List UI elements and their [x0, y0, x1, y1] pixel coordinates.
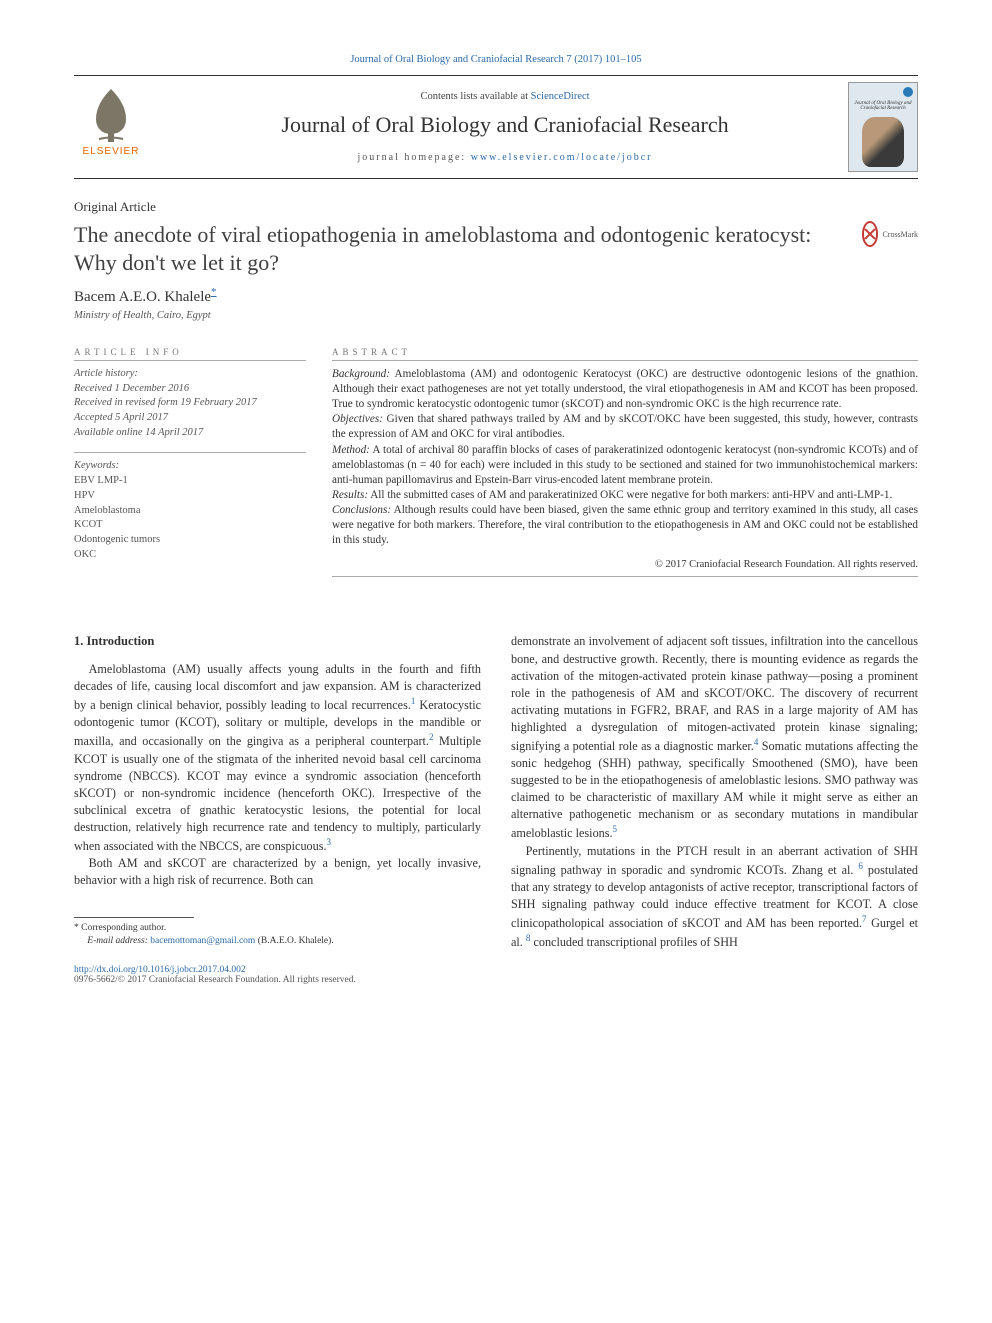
history-online: Available online 14 April 2017 — [74, 427, 203, 438]
homepage-link[interactable]: www.elsevier.com/locate/jobcr — [471, 152, 653, 163]
abs-objectives-label: Objectives: — [332, 413, 383, 425]
ref-link[interactable]: 5 — [613, 824, 618, 834]
intro-para-2: Both AM and sKCOT are characterized by a… — [74, 855, 481, 889]
homepage-line: journal homepage: www.elsevier.com/locat… — [162, 152, 848, 163]
abs-conclusions: Although results could have been biased,… — [332, 504, 918, 546]
keyword: Ameloblastoma — [74, 505, 141, 516]
abs-method-label: Method: — [332, 444, 370, 456]
author-line: Bacem A.E.O. Khalele* — [74, 286, 918, 306]
body-columns: 1. Introduction Ameloblastoma (AM) usual… — [74, 633, 918, 951]
affiliation: Ministry of Health, Cairo, Egypt — [74, 310, 918, 321]
cover-title: Journal of Oral Biology and Craniofacial… — [853, 101, 913, 111]
issn-line: 0976-5662/© 2017 Craniofacial Research F… — [74, 975, 356, 985]
elsevier-logo[interactable]: ELSEVIER — [74, 84, 148, 170]
page-bottom: http://dx.doi.org/10.1016/j.jobcr.2017.0… — [74, 965, 918, 985]
article-history: Article history: Received 1 December 201… — [74, 367, 306, 440]
keywords-header: Keywords: — [74, 460, 119, 471]
email-link[interactable]: bacemottoman@gmail.com — [150, 936, 255, 946]
email-suffix: (B.A.E.O. Khalele). — [255, 936, 333, 946]
body-col-right: demonstrate an involvement of adjacent s… — [511, 633, 918, 951]
abs-results-label: Results: — [332, 489, 368, 501]
elsevier-wordmark: ELSEVIER — [83, 146, 140, 157]
history-header: Article history: — [74, 368, 138, 379]
article-title: The anecdote of viral etiopathogenia in … — [74, 221, 844, 276]
elsevier-tree-icon — [81, 84, 141, 144]
journal-name: Journal of Oral Biology and Craniofacial… — [162, 112, 848, 138]
text-run: concluded transcriptional profiles of SH… — [530, 935, 737, 949]
contents-line: Contents lists available at ScienceDirec… — [162, 91, 848, 102]
header-center: Contents lists available at ScienceDirec… — [162, 91, 848, 163]
text-run: Somatic mutations affecting the sonic he… — [511, 739, 918, 840]
crossmark-icon — [862, 221, 878, 247]
abstract-bottom-rule — [332, 576, 918, 577]
keyword: HPV — [74, 490, 95, 501]
abs-method: A total of archival 80 paraffin blocks o… — [332, 444, 918, 486]
journal-cover-thumbnail[interactable]: Journal of Oral Biology and Craniofacial… — [848, 82, 918, 172]
text-run: Multiple KCOT is usually one of the stig… — [74, 734, 481, 853]
keyword: KCOT — [74, 519, 103, 530]
abstract-copyright: © 2017 Craniofacial Research Foundation.… — [332, 558, 918, 572]
abstract-label: ABSTRACT — [332, 347, 918, 361]
history-accepted: Accepted 5 April 2017 — [74, 412, 168, 423]
corresponding-author-mark[interactable]: * — [211, 286, 217, 298]
intro-para-4: Pertinently, mutations in the PTCH resul… — [511, 843, 918, 952]
text-run: Pertinently, mutations in the PTCH resul… — [511, 844, 918, 877]
keyword: Odontogenic tumors — [74, 534, 160, 545]
abstract-body: Background: Ameloblastoma (AM) and odont… — [332, 367, 918, 572]
text-run: demonstrate an involvement of adjacent s… — [511, 634, 918, 753]
article-type: Original Article — [74, 199, 918, 215]
history-revised: Received in revised form 19 February 201… — [74, 397, 257, 408]
author-name: Bacem A.E.O. Khalele — [74, 289, 211, 305]
corresponding-note: * Corresponding author. — [74, 922, 481, 934]
intro-para-3: demonstrate an involvement of adjacent s… — [511, 633, 918, 842]
info-divider — [74, 452, 306, 453]
email-line: E-mail address: bacemottoman@gmail.com (… — [74, 935, 481, 947]
abs-background: Ameloblastoma (AM) and odontogenic Kerat… — [332, 368, 918, 410]
keywords-block: Keywords: EBV LMP-1 HPV Ameloblastoma KC… — [74, 459, 306, 562]
history-received: Received 1 December 2016 — [74, 383, 189, 394]
footnotes: * Corresponding author. E-mail address: … — [74, 922, 481, 947]
intro-para-1: Ameloblastoma (AM) usually affects young… — [74, 661, 481, 855]
cover-dot-icon — [903, 87, 913, 97]
abs-objectives: Given that shared pathways trailed by AM… — [332, 413, 918, 440]
abs-conclusions-label: Conclusions: — [332, 504, 391, 516]
crossmark-badge[interactable]: CrossMark — [862, 221, 918, 247]
keyword: OKC — [74, 549, 96, 560]
footnote-separator — [74, 917, 194, 918]
body-col-left: 1. Introduction Ameloblastoma (AM) usual… — [74, 633, 481, 951]
contents-prefix: Contents lists available at — [420, 91, 530, 102]
section-heading: 1. Introduction — [74, 633, 481, 651]
crossmark-label: CrossMark — [882, 230, 918, 239]
doi-link[interactable]: http://dx.doi.org/10.1016/j.jobcr.2017.0… — [74, 965, 246, 975]
top-citation[interactable]: Journal of Oral Biology and Craniofacial… — [74, 54, 918, 65]
abs-background-label: Background: — [332, 368, 390, 380]
homepage-prefix: journal homepage: — [358, 152, 471, 163]
article-info-column: ARTICLE INFO Article history: Received 1… — [74, 347, 306, 577]
sciencedirect-link[interactable]: ScienceDirect — [531, 91, 590, 102]
cover-image-icon — [862, 117, 904, 167]
abs-results: All the submitted cases of AM and parake… — [368, 489, 892, 501]
ref-link[interactable]: 3 — [327, 837, 332, 847]
article-info-label: ARTICLE INFO — [74, 347, 306, 361]
abstract-column: ABSTRACT Background: Ameloblastoma (AM) … — [332, 347, 918, 577]
email-label: E-mail address: — [87, 936, 150, 946]
keyword: EBV LMP-1 — [74, 475, 128, 486]
journal-header: ELSEVIER Contents lists available at Sci… — [74, 75, 918, 179]
